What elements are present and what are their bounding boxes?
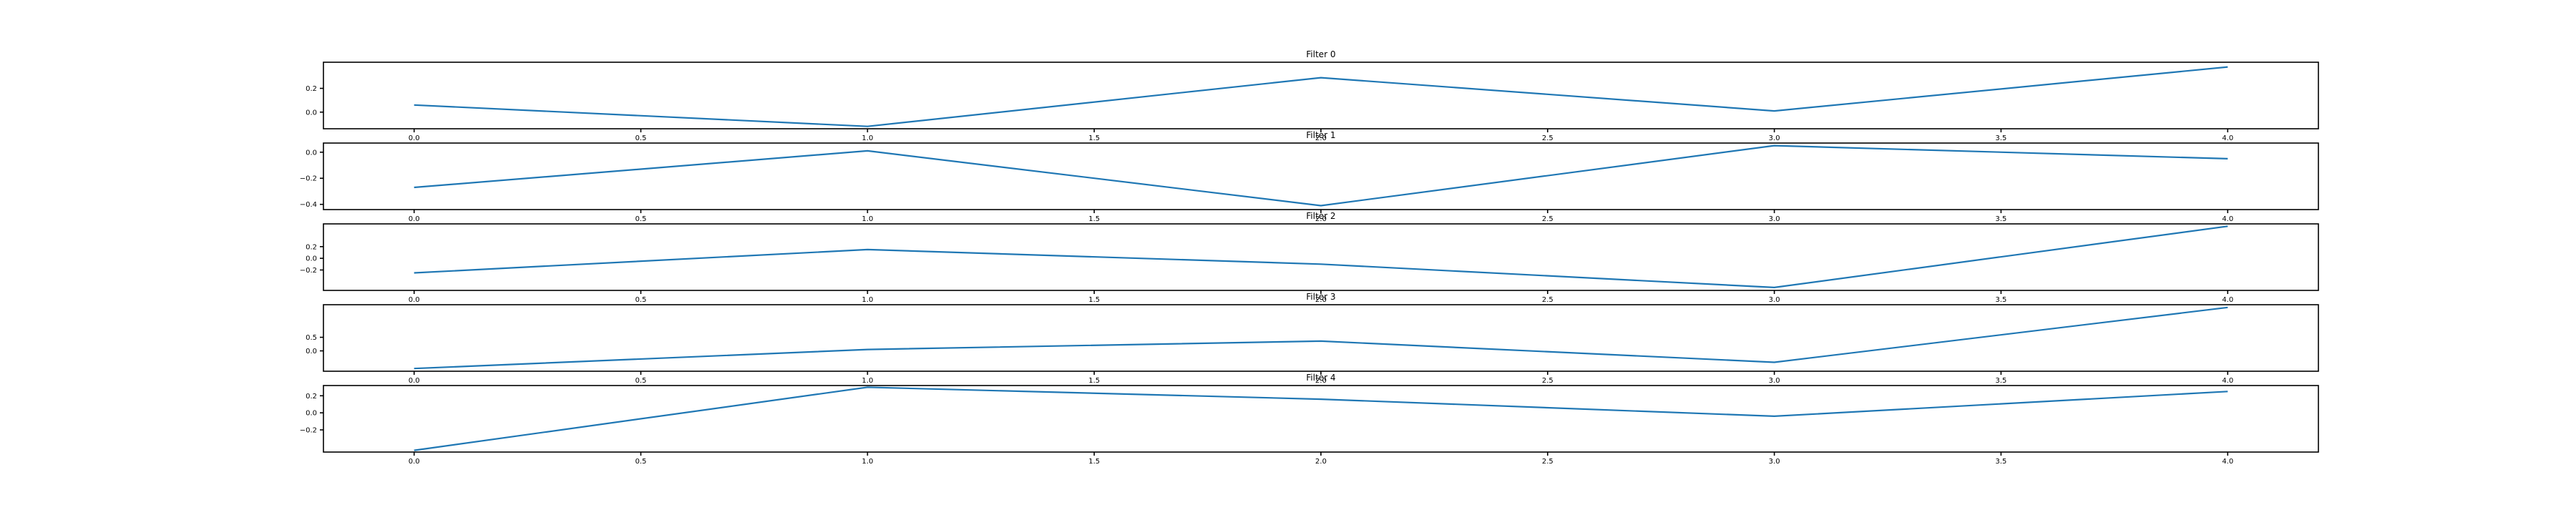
axes-frame (323, 385, 2319, 453)
x-tick-label: 2.0 (1315, 458, 1327, 466)
subplot-filter-2: −0.2 0.0 0.2 0.0 0.5 1.0 1.5 2.0 2.5 3.0 3.5 4.0 Fil… (300, 211, 2319, 304)
subplot-title: Filter 4 (1306, 373, 1335, 383)
subplot-title: Filter 3 (1306, 292, 1335, 302)
x-tick-label: 3.5 (1996, 215, 2007, 223)
x-tick-label: 1.0 (862, 134, 873, 142)
y-tick-label: 0.2 (306, 85, 317, 93)
x-tick-label: 4.0 (2222, 134, 2233, 142)
x-tick-label: 1.5 (1088, 134, 1100, 142)
y-tick-label: 0.2 (306, 393, 317, 401)
x-tick-label: 1.0 (862, 458, 873, 466)
x-tick-label: 4.0 (2222, 296, 2233, 304)
y-tick-label: −0.2 (300, 175, 317, 183)
y-tick-label: 0.0 (306, 255, 317, 263)
x-tick-label: 3.5 (1996, 377, 2007, 385)
x-tick-label: 4.0 (2222, 215, 2233, 223)
axes-frame (323, 304, 2319, 372)
x-tick-label: 3.5 (1996, 134, 2007, 142)
y-tick-label: 0.0 (306, 109, 317, 117)
x-tick-label: 3.0 (1769, 296, 1780, 304)
x-tick-label: 1.0 (862, 377, 873, 385)
x-tick-label: 2.5 (1542, 296, 1553, 304)
x-tick-label: 1.5 (1088, 377, 1100, 385)
y-tick-label: 0.0 (306, 149, 317, 157)
y-tick-label: 0.5 (306, 334, 317, 342)
x-tick-label: 0.0 (409, 215, 420, 223)
x-tick-label: 2.0 (1315, 134, 1327, 142)
series-line (414, 306, 2228, 370)
x-tick-label: 3.0 (1769, 134, 1780, 142)
y-tick-label: −0.2 (300, 427, 317, 435)
series-line (414, 225, 2228, 288)
subplot-title: Filter 1 (1306, 130, 1335, 140)
x-tick-label: 1.5 (1088, 458, 1100, 466)
x-tick-label: 0.5 (635, 296, 647, 304)
x-tick-label: 2.0 (1315, 296, 1327, 304)
series-line (414, 66, 2228, 127)
axes-frame (323, 223, 2319, 291)
y-tick-label: 0.0 (306, 410, 317, 418)
x-tick-label: 4.0 (2222, 377, 2233, 385)
x-tick-label: 1.0 (862, 296, 873, 304)
x-tick-label: 0.0 (409, 377, 420, 385)
x-tick-label: 2.5 (1542, 458, 1553, 466)
x-tick-label: 0.5 (635, 134, 647, 142)
x-tick-label: 2.0 (1315, 377, 1327, 385)
x-tick-label: 2.5 (1542, 134, 1553, 142)
x-tick-label: 0.5 (635, 215, 647, 223)
x-tick-label: 0.0 (409, 458, 420, 466)
y-tick-label: 0.0 (306, 348, 317, 355)
subplot-title: Filter 2 (1306, 211, 1335, 221)
subplot-title: Filter 0 (1306, 49, 1335, 59)
x-tick-label: 1.0 (862, 215, 873, 223)
x-tick-label: 0.5 (635, 458, 647, 466)
x-tick-label: 3.0 (1769, 458, 1780, 466)
x-tick-label: 1.5 (1088, 215, 1100, 223)
x-tick-label: 2.0 (1315, 215, 1327, 223)
series-line (414, 144, 2228, 207)
x-tick-label: 0.5 (635, 377, 647, 385)
y-tick-label: −0.4 (300, 201, 317, 209)
x-tick-label: 4.0 (2222, 458, 2233, 466)
x-tick-label: 3.0 (1769, 215, 1780, 223)
y-tick-label: 0.2 (306, 243, 317, 251)
subplot-filter-0: 0.0 0.2 0.0 0.5 1.0 1.5 2.0 2.5 3.0 3.5 4.0 Filter … (306, 49, 2319, 142)
x-tick-label: 2.5 (1542, 215, 1553, 223)
x-tick-label: 3.5 (1996, 296, 2007, 304)
x-tick-label: 1.5 (1088, 296, 1100, 304)
axes-frame (323, 62, 2319, 129)
y-tick-label: −0.2 (300, 267, 317, 275)
subplot-filter-3: 0.0 0.5 0.0 0.5 1.0 1.5 2.0 2.5 3.0 3.5 4.0 Filter … (306, 292, 2319, 385)
x-tick-label: 2.5 (1542, 377, 1553, 385)
subplot-filter-4: −0.2 0.0 0.2 0.0 0.5 1.0 1.5 2.0 2.5 3.0 3.5 4.0 Fil… (300, 373, 2319, 466)
x-tick-label: 0.0 (409, 134, 420, 142)
x-tick-label: 3.0 (1769, 377, 1780, 385)
series-line (414, 386, 2228, 451)
x-tick-label: 3.5 (1996, 458, 2007, 466)
subplot-filter-1: −0.4 −0.2 0.0 0.0 0.5 1.0 1.5 2.0 2.5 3.0 3.5 4.0 Fi… (300, 130, 2319, 223)
x-tick-label: 0.0 (409, 296, 420, 304)
